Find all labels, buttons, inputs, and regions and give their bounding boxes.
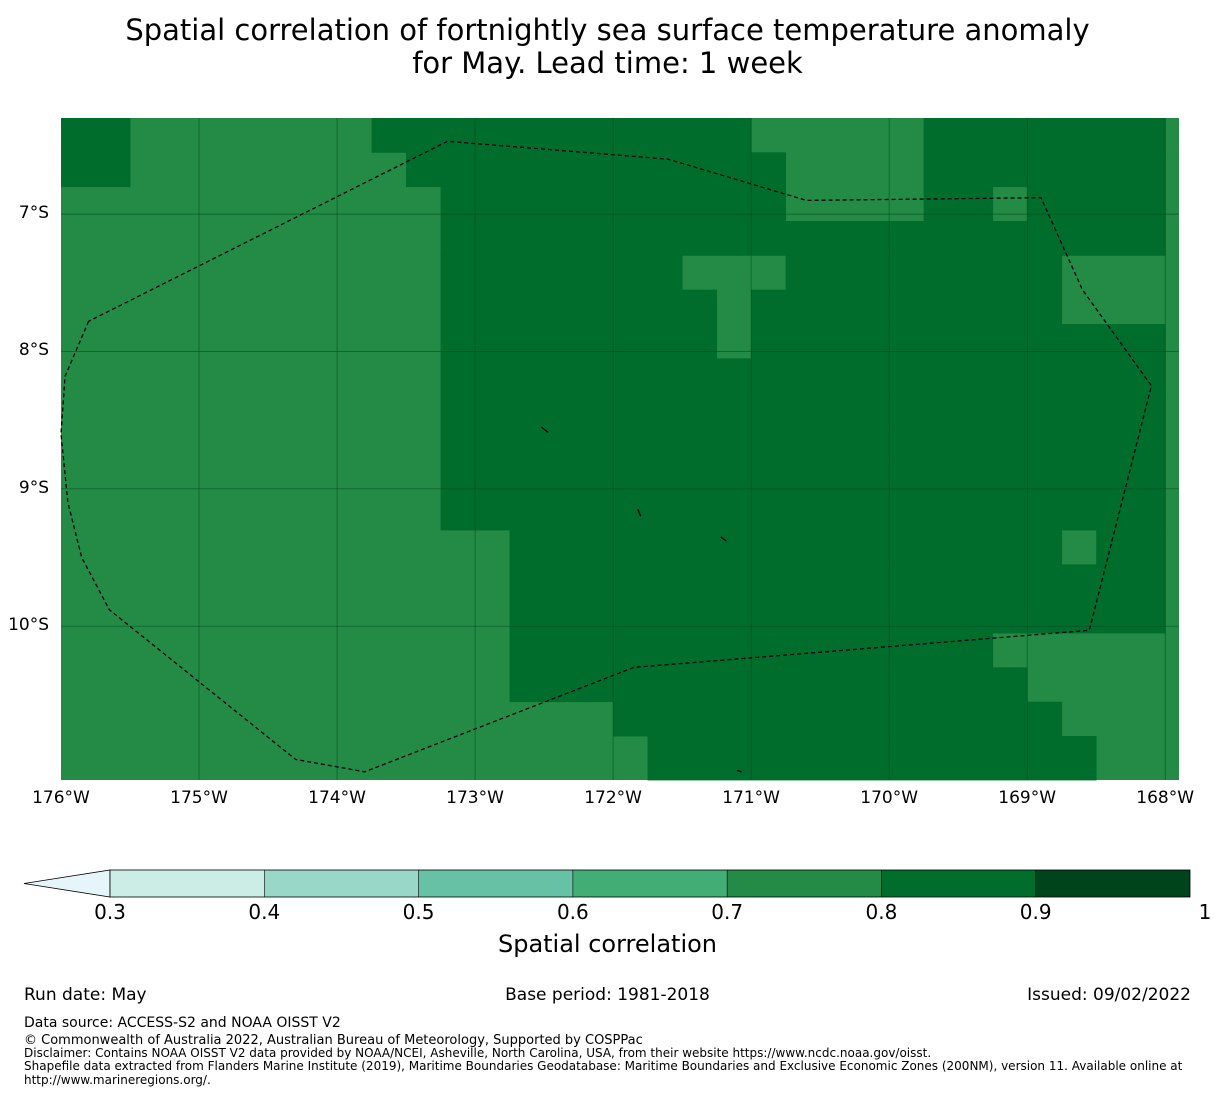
colorbar-tick-label: 0.8 bbox=[865, 900, 898, 924]
colorbar-tick-label: 0.9 bbox=[1019, 900, 1052, 924]
disclaimer: Disclaimer: Contains NOAA OISST V2 data … bbox=[24, 1046, 932, 1060]
cell-0.8-0.9 bbox=[647, 736, 1097, 771]
island-outlines bbox=[540, 426, 742, 773]
colorbar-tick-label: 0.5 bbox=[402, 900, 435, 924]
colorbar-segment bbox=[1035, 870, 1190, 897]
cell-0.8-0.9 bbox=[440, 427, 1166, 462]
cell-0.8-0.9 bbox=[923, 152, 1166, 188]
y-tick-label: 9°S bbox=[18, 477, 49, 498]
cell-0.8-0.9 bbox=[923, 118, 1166, 153]
colorbar bbox=[23, 869, 1191, 898]
colorbar-segment bbox=[418, 870, 573, 897]
colorbar-tick-label: 1 bbox=[1198, 900, 1212, 924]
colorbar-extend-min bbox=[23, 869, 111, 898]
island bbox=[720, 536, 727, 542]
x-tick-label: 173°W bbox=[446, 788, 504, 808]
cell-0.8-0.9 bbox=[613, 701, 1063, 737]
x-tick-label: 169°W bbox=[998, 788, 1057, 808]
cell-0.8-0.9 bbox=[61, 152, 131, 188]
cell-0.8-0.9 bbox=[751, 358, 1166, 394]
run-date: Run date: May bbox=[24, 985, 147, 1005]
island bbox=[737, 769, 742, 773]
x-tick-label: 171°W bbox=[722, 788, 780, 808]
cell-0.8-0.9 bbox=[509, 530, 1063, 565]
colorbar-tick-label: 0.6 bbox=[556, 900, 589, 924]
x-tick-label: 175°W bbox=[170, 788, 228, 808]
correlation-cells bbox=[61, 118, 1179, 781]
y-tick-label: 10°S bbox=[8, 615, 49, 636]
cell-0.8-0.9 bbox=[785, 255, 1063, 291]
x-tick-label: 176°W bbox=[32, 788, 90, 808]
x-tick-label: 172°W bbox=[584, 788, 642, 808]
cell-0.8-0.9 bbox=[440, 255, 683, 291]
cell-0.8-0.9 bbox=[61, 118, 131, 153]
eez-boundary bbox=[60, 140, 1153, 773]
cell-0.8-0.9 bbox=[1027, 186, 1166, 222]
y-tick-label: 8°S bbox=[18, 340, 49, 361]
chart-title-line-2: for May. Lead time: 1 week bbox=[412, 46, 803, 80]
colorbar-segment bbox=[881, 870, 1036, 897]
x-tick-label: 168°W bbox=[1136, 788, 1195, 808]
cell-0.8-0.9 bbox=[509, 667, 1028, 703]
correlation-map bbox=[60, 118, 1179, 781]
colorbar-segment bbox=[264, 870, 419, 897]
colorbar-segment bbox=[110, 870, 265, 897]
map-gridlines bbox=[61, 118, 1179, 780]
cell-0.8-0.9 bbox=[751, 289, 1063, 325]
cell-0.8-0.9 bbox=[751, 324, 1166, 359]
colorbar-tick-label: 0.7 bbox=[711, 900, 744, 924]
island bbox=[540, 426, 549, 434]
chart-title: Spatial correlation of fortnightly sea s… bbox=[0, 14, 1215, 80]
colorbar-tick-label: 0.3 bbox=[94, 900, 126, 924]
data-source: Data source: ACCESS-S2 and NOAA OISST V2 bbox=[24, 1015, 341, 1031]
cell-0.8-0.9 bbox=[440, 324, 718, 359]
cell-0.8-0.9 bbox=[440, 461, 1166, 497]
colorbar-tick-label: 0.4 bbox=[248, 900, 281, 924]
cell-0.8-0.9 bbox=[406, 152, 787, 188]
copyright-notice: © Commonwealth of Australia 2022, Austra… bbox=[24, 1033, 643, 1048]
cell-0.8-0.9 bbox=[440, 392, 1166, 428]
y-tick-label: 7°S bbox=[18, 203, 49, 224]
cell-0.8-0.9 bbox=[440, 289, 718, 325]
chart-title-line-1: Spatial correlation of fortnightly sea s… bbox=[125, 13, 1090, 47]
cell-0.8-0.9 bbox=[440, 495, 1166, 531]
colorbar-segment bbox=[572, 870, 728, 897]
cell-0.8-0.9 bbox=[923, 186, 994, 222]
colorbar-segment bbox=[727, 870, 882, 897]
cell-0.8-0.9 bbox=[371, 118, 752, 153]
cell-0.8-0.9 bbox=[509, 564, 1166, 600]
cell-0.8-0.9 bbox=[509, 598, 1166, 634]
base-period: Base period: 1981-2018 bbox=[505, 985, 710, 1005]
x-tick-label: 170°W bbox=[860, 788, 919, 808]
island bbox=[637, 509, 642, 517]
cell-0.8-0.9 bbox=[647, 770, 1097, 781]
shapefile-credit: Shapefile data extracted from Flanders M… bbox=[24, 1059, 1183, 1087]
colorbar-outline bbox=[109, 869, 1191, 898]
colorbar-label: Spatial correlation bbox=[497, 930, 718, 958]
cell-0.8-0.9 bbox=[440, 221, 1166, 256]
eez-boundary-layer bbox=[60, 140, 1153, 773]
x-tick-label: 174°W bbox=[308, 788, 366, 808]
cell-0.8-0.9 bbox=[440, 358, 752, 394]
issued-date: Issued: 09/02/2022 bbox=[1027, 985, 1191, 1005]
